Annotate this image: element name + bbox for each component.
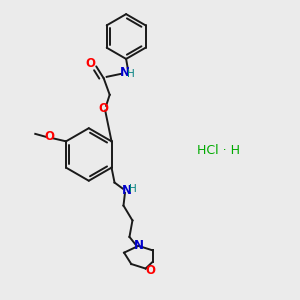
Text: O: O (99, 102, 109, 115)
Text: O: O (45, 130, 55, 143)
Text: N: N (134, 239, 143, 252)
Text: O: O (145, 264, 155, 278)
Text: H: H (129, 184, 136, 194)
Text: HCl · H: HCl · H (197, 143, 240, 157)
Text: N: N (122, 184, 131, 196)
Text: H: H (127, 69, 135, 79)
Text: O: O (86, 57, 96, 70)
Text: N: N (120, 66, 130, 79)
